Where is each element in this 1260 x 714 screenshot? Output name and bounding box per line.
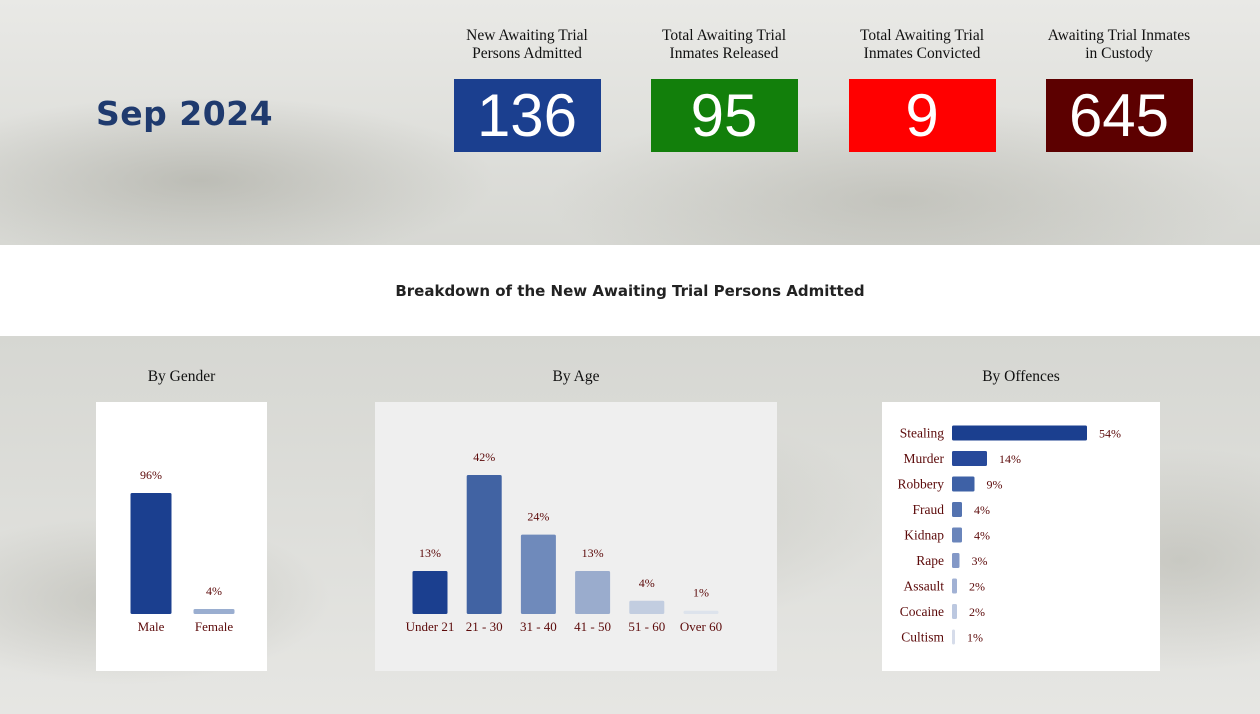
age-chart-card: 13% Under 21 42% 21 - 30 24% 31 - 40 13% 41 - 5…	[375, 402, 777, 671]
bar	[629, 600, 665, 614]
data-label: 1%	[967, 631, 983, 645]
offences-chart-card: Stealing 54% Murder 14% Robbery 9% Fraud 4% Kidn…	[882, 402, 1160, 671]
kpi-label-line: Inmates Released	[669, 45, 779, 62]
gender-chart: 96% Male 4% Female	[130, 468, 235, 634]
summary-header: Sep 2024 New Awaiting Trial Persons Admi…	[0, 0, 1260, 245]
category-label: 51 - 60	[628, 619, 665, 634]
data-label: 3%	[972, 554, 988, 568]
bar	[952, 502, 962, 517]
data-label: 1%	[693, 586, 709, 600]
kpi-label: Total Awaiting Trial Inmates Released	[626, 27, 822, 63]
gender-chart-title: By Gender	[147, 368, 216, 385]
category-label: 41 - 50	[574, 619, 611, 634]
bar	[952, 451, 987, 466]
kpi-value: 645	[1045, 79, 1193, 152]
kpi-label-line: Persons Admitted	[472, 45, 582, 62]
bar	[952, 578, 957, 594]
kpi-convicted: Total Awaiting Trial Inmates Convicted 9	[824, 27, 1020, 152]
kpi-label-line: Total Awaiting Trial	[661, 27, 787, 44]
offences-chart: Stealing 54% Murder 14% Robbery 9% Fraud 4% Kidn…	[898, 425, 1121, 645]
category-label: Cultism	[901, 630, 944, 645]
kpi-in-custody: Awaiting Trial Inmates in Custody 645	[1021, 27, 1217, 152]
data-label: 9%	[987, 478, 1003, 492]
kpi-label-line: Awaiting Trial Inmates	[1047, 27, 1191, 44]
data-label: 42%	[473, 450, 495, 464]
data-label: 14%	[999, 452, 1021, 466]
kpi-label-line: Total Awaiting Trial	[859, 27, 985, 44]
data-label: 13%	[419, 546, 441, 560]
category-label: Kidnap	[904, 528, 944, 543]
bar	[575, 570, 611, 614]
category-label: 31 - 40	[520, 619, 557, 634]
category-label: Murder	[904, 451, 945, 466]
data-label: 2%	[969, 580, 985, 594]
bar	[952, 476, 975, 492]
data-label: 4%	[639, 576, 655, 590]
gender-chart-card: 96% Male 4% Female	[96, 402, 267, 671]
bar	[952, 629, 955, 645]
kpi-released: Total Awaiting Trial Inmates Released 95	[626, 27, 822, 152]
bar	[952, 604, 957, 619]
kpi-new-admitted: New Awaiting Trial Persons Admitted 136	[429, 27, 625, 152]
kpi-value: 9	[848, 79, 996, 152]
kpi-label-line: Inmates Convicted	[863, 45, 981, 62]
kpi-value: 136	[453, 79, 601, 152]
data-label: 96%	[140, 468, 162, 482]
data-label: 54%	[1099, 427, 1121, 441]
bar	[193, 608, 235, 614]
data-label: 4%	[974, 529, 990, 543]
category-label: Male	[138, 619, 165, 634]
category-label: Stealing	[900, 426, 944, 441]
data-label: 4%	[206, 584, 222, 598]
bar	[952, 527, 962, 543]
data-label: 13%	[582, 546, 604, 560]
data-label: 2%	[969, 605, 985, 619]
section-band: Breakdown of the New Awaiting Trial Pers…	[0, 245, 1260, 336]
section-title: Breakdown of the New Awaiting Trial Pers…	[395, 281, 865, 300]
category-label: Cocaine	[900, 604, 944, 619]
kpi-value: 95	[650, 79, 798, 152]
age-chart: 13% Under 21 42% 21 - 30 24% 31 - 40 13% 41 - 5…	[406, 450, 723, 634]
kpi-label-line: in Custody	[1085, 45, 1153, 62]
category-label: Under 21	[406, 619, 455, 634]
category-label: 21 - 30	[466, 619, 503, 634]
bar	[466, 475, 502, 614]
bar	[520, 534, 556, 614]
category-label: Over 60	[680, 619, 722, 634]
kpi-label: Total Awaiting Trial Inmates Convicted	[824, 27, 1020, 63]
period-label: Sep 2024	[96, 94, 274, 133]
bar	[683, 610, 719, 614]
category-label: Fraud	[913, 502, 945, 517]
bar	[952, 425, 1087, 441]
bar	[412, 570, 448, 614]
category-label: Female	[195, 619, 233, 634]
bar	[952, 553, 960, 568]
data-label: 24%	[527, 510, 549, 524]
kpi-label: Awaiting Trial Inmates in Custody	[1021, 27, 1217, 63]
category-label: Rape	[916, 553, 944, 568]
data-label: 4%	[974, 503, 990, 517]
offences-chart-title: By Offences	[982, 368, 1060, 385]
category-label: Robbery	[898, 477, 945, 492]
kpi-label: New Awaiting Trial Persons Admitted	[429, 27, 625, 63]
category-label: Assault	[904, 579, 945, 594]
kpi-label-line: New Awaiting Trial	[466, 27, 588, 44]
age-chart-title: By Age	[552, 368, 600, 385]
bar	[130, 493, 172, 614]
